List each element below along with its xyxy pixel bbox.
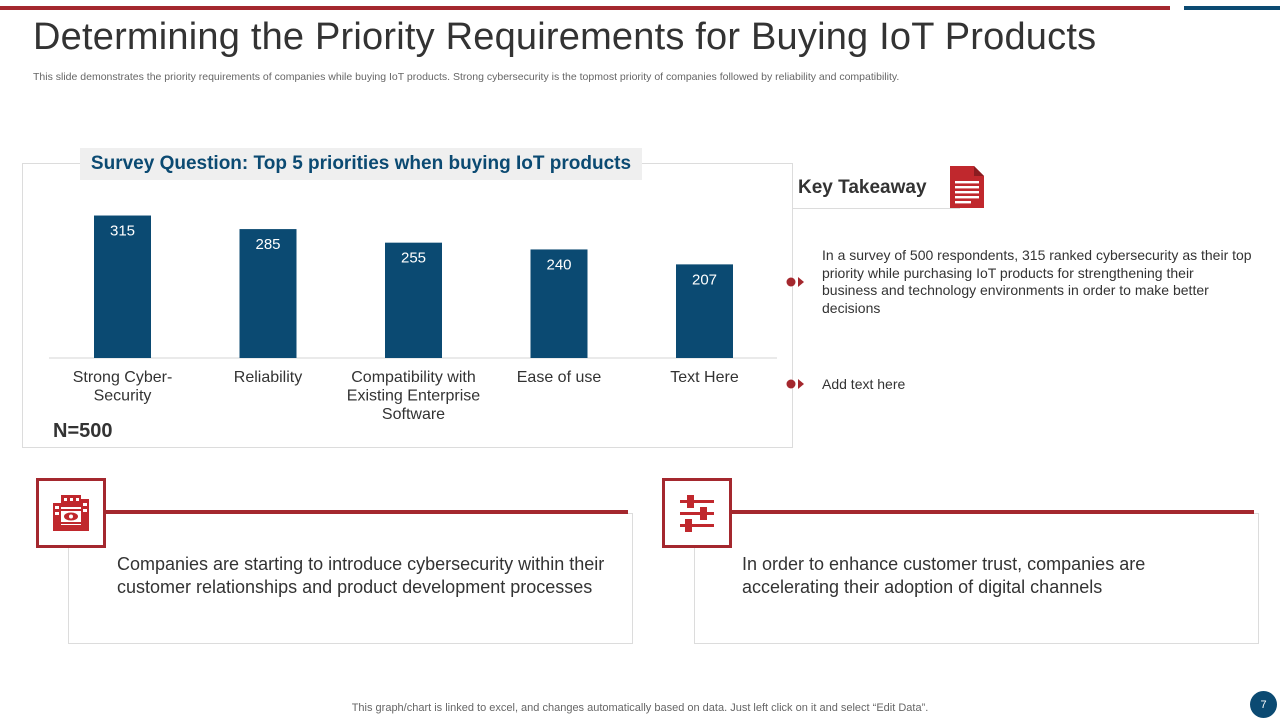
category-label: Security <box>94 388 152 405</box>
category-label: Compatibility with <box>351 369 475 386</box>
category-label: Text Here <box>670 369 739 386</box>
bullet-icon <box>786 277 804 287</box>
bullet-icon <box>786 379 804 389</box>
category-label: Software <box>382 406 445 423</box>
bar-value-label: 255 <box>401 250 426 267</box>
page-subtitle: This slide demonstrates the priority req… <box>33 71 900 83</box>
card-icon-frame <box>36 478 106 548</box>
category-label: Ease of use <box>517 369 602 386</box>
bar-value-label: 207 <box>692 271 717 288</box>
top-accent-bar-red <box>0 6 1170 10</box>
card-1-text: Companies are starting to introduce cybe… <box>117 554 605 597</box>
bar-value-label: 315 <box>110 223 135 240</box>
card-accent-line <box>104 510 628 514</box>
bar[interactable] <box>676 264 733 358</box>
top-accent-bar-blue <box>1184 6 1280 10</box>
insight-card-1 <box>68 513 633 644</box>
sample-size-label: N=500 <box>53 420 113 442</box>
category-label: Existing Enterprise <box>347 388 480 405</box>
category-label: Strong Cyber- <box>73 369 173 386</box>
bar-value-label: 240 <box>546 256 571 273</box>
bar[interactable] <box>385 242 442 358</box>
takeaway-point-1: In a survey of 500 respondents, 315 rank… <box>822 247 1252 316</box>
footer-note: This graph/chart is linked to excel, and… <box>351 702 929 714</box>
bar-value-label: 285 <box>255 236 280 253</box>
takeaway-point-2: Add text here <box>822 376 906 392</box>
card-2-text: In order to enhance customer trust, comp… <box>742 554 1146 597</box>
category-label: Reliability <box>234 369 302 386</box>
sliders-icon <box>680 495 714 532</box>
bar[interactable] <box>94 215 151 358</box>
chart-title: Survey Question: Top 5 priorities when b… <box>80 148 642 180</box>
key-takeaway-frame <box>792 208 960 448</box>
bar[interactable] <box>530 249 588 358</box>
insight-card-2 <box>694 513 1259 644</box>
card-accent-line <box>730 510 1254 514</box>
document-icon <box>950 166 984 208</box>
card-icon-frame <box>662 478 732 548</box>
bar[interactable] <box>239 229 297 358</box>
page-number: 7 <box>1250 691 1277 718</box>
page-title: Determining the Priority Requirements fo… <box>33 16 1097 58</box>
key-takeaway-title: Key Takeaway <box>798 177 927 198</box>
bar-chart[interactable]: 315 Strong Cyber- Security 285 Reliability 25… <box>22 163 793 448</box>
cybersecurity-building-icon <box>53 495 89 531</box>
